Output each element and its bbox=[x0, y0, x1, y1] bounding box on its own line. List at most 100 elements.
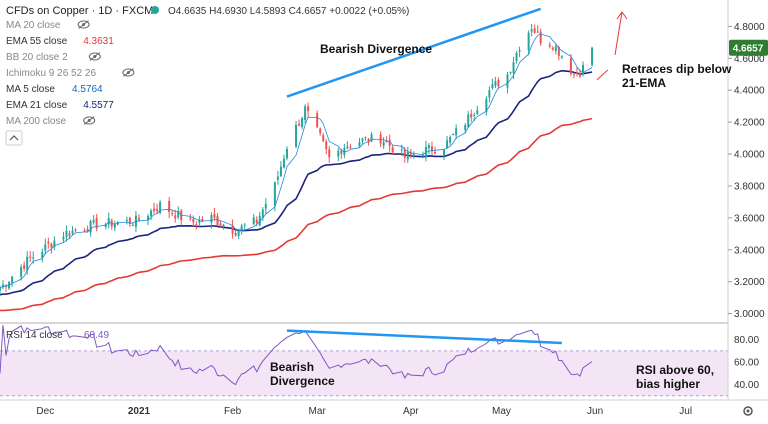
candle-body bbox=[147, 216, 150, 221]
candle-body bbox=[307, 106, 310, 112]
candle-body bbox=[298, 124, 301, 126]
candle-body bbox=[83, 230, 86, 232]
time-axis[interactable]: Dec 2021 Feb Mar Apr May Jun Jul bbox=[36, 406, 692, 417]
legend-label[interactable]: Ichimoku 9 26 52 26 bbox=[6, 68, 96, 79]
candle-body bbox=[41, 252, 44, 258]
candle-body bbox=[174, 215, 177, 219]
candle-body bbox=[0, 288, 1, 291]
candle-body bbox=[237, 230, 240, 236]
eye-slash bbox=[83, 116, 95, 125]
rsi-legend-value: 60.49 bbox=[84, 330, 109, 341]
candle-body bbox=[222, 224, 225, 227]
legend-label[interactable]: BB 20 close 2 bbox=[6, 52, 68, 63]
legend-label[interactable]: MA 5 close bbox=[6, 84, 55, 95]
legend-collapse-button[interactable] bbox=[5, 130, 23, 146]
eye-off-icon[interactable] bbox=[88, 52, 101, 61]
gear-icon-center bbox=[746, 409, 750, 413]
candle-body bbox=[536, 31, 539, 33]
rsi-bearish-label-line1: Bearish bbox=[270, 360, 314, 374]
candle-body bbox=[328, 149, 331, 158]
legend-label[interactable]: EMA 21 close bbox=[6, 100, 68, 111]
candle-body bbox=[234, 233, 237, 236]
rsi-legend-label[interactable]: RSI 14 close bbox=[6, 330, 63, 341]
candle-body bbox=[391, 147, 394, 153]
candle-body bbox=[388, 139, 391, 146]
price-tick-label: 3.4000 bbox=[734, 245, 765, 256]
candle-body bbox=[449, 136, 452, 143]
legend-label[interactable]: EMA 55 close bbox=[6, 36, 68, 47]
time-tick-label: Apr bbox=[403, 406, 419, 417]
candle-body bbox=[210, 214, 213, 223]
candle-body bbox=[361, 138, 364, 142]
candle-body bbox=[470, 113, 473, 118]
bearish-divergence-line[interactable] bbox=[286, 7, 542, 98]
ohlc-readout: O4.6635 H4.6930 L4.5893 C4.6657 +0.0022 … bbox=[168, 6, 409, 17]
candle-body bbox=[554, 46, 557, 52]
candle-body bbox=[452, 133, 455, 135]
candle-body bbox=[255, 219, 258, 224]
eye-outline bbox=[88, 52, 101, 61]
rsi-above-label-line2: bias higher bbox=[636, 377, 700, 391]
candle-body bbox=[385, 141, 388, 143]
legend-label[interactable]: MA 20 close bbox=[6, 20, 61, 31]
eye-slash bbox=[123, 68, 134, 77]
candle-body bbox=[128, 217, 131, 224]
candle-body bbox=[44, 244, 47, 251]
candle-body bbox=[551, 47, 554, 50]
symbol-title[interactable]: CFDs on Copper · 1D · FXCM bbox=[6, 5, 153, 17]
ma5-path bbox=[0, 33, 593, 289]
candle-body bbox=[258, 215, 261, 226]
candle-body bbox=[430, 146, 433, 152]
rsi-divergence-line[interactable] bbox=[286, 329, 562, 345]
candle-body bbox=[316, 113, 319, 128]
candle-body bbox=[285, 148, 288, 159]
price-tick-label: 4.8000 bbox=[734, 22, 765, 33]
candle-body bbox=[219, 223, 222, 226]
candle-body bbox=[403, 149, 406, 158]
candle-body bbox=[195, 224, 198, 226]
candle-body bbox=[412, 154, 415, 157]
candle-body bbox=[68, 233, 71, 236]
gear-icon[interactable] bbox=[743, 406, 753, 416]
ema21-path bbox=[0, 69, 593, 296]
candle-body bbox=[62, 236, 65, 240]
candle-body bbox=[506, 74, 509, 88]
eye-off-icon[interactable] bbox=[122, 68, 135, 77]
candle-body bbox=[243, 224, 246, 226]
candle-body bbox=[337, 150, 340, 157]
bearish-divergence-label: Bearish Divergence bbox=[320, 42, 432, 56]
rsi-pane[interactable] bbox=[0, 324, 728, 397]
price-axis[interactable]: 3.0000 3.2000 3.4000 3.6000 3.8000 4.0000 4.20… bbox=[728, 22, 765, 320]
last-price-tag-label: 4.6657 bbox=[733, 43, 764, 54]
candle-body bbox=[131, 224, 134, 226]
eye-off-icon[interactable] bbox=[77, 20, 90, 29]
candle-body bbox=[50, 243, 53, 248]
legend-collapse-box[interactable] bbox=[5, 130, 23, 146]
eye-slash bbox=[89, 52, 101, 61]
legend-label[interactable]: MA 200 close bbox=[6, 116, 66, 127]
eye-outline bbox=[122, 68, 135, 77]
legend-value: 4.3631 bbox=[83, 36, 114, 47]
rsi-legend: RSI 14 close 60.49 bbox=[6, 330, 109, 341]
candle-body bbox=[473, 114, 476, 116]
candle-body bbox=[575, 72, 578, 74]
eye-off-icon[interactable] bbox=[83, 116, 96, 125]
candle-body bbox=[153, 208, 156, 211]
candle-body bbox=[86, 229, 89, 232]
candle-body bbox=[231, 225, 234, 234]
candle-body bbox=[325, 141, 328, 150]
ema21-line bbox=[0, 69, 593, 296]
candle-body bbox=[379, 134, 382, 144]
axis-settings-icon[interactable] bbox=[743, 406, 753, 416]
time-tick-label: 2021 bbox=[128, 406, 151, 417]
ma5-line bbox=[0, 33, 593, 289]
candle-body bbox=[518, 50, 521, 52]
rsi-tick-label: 40.00 bbox=[734, 380, 759, 391]
candle-body bbox=[591, 47, 594, 66]
candle-body bbox=[240, 225, 243, 232]
candle-body bbox=[346, 146, 349, 149]
rsi-axis[interactable]: 40.00 60.00 80.00 bbox=[734, 335, 759, 391]
candle-body bbox=[370, 134, 373, 142]
candle-body bbox=[364, 137, 367, 139]
candle-body bbox=[443, 149, 446, 156]
